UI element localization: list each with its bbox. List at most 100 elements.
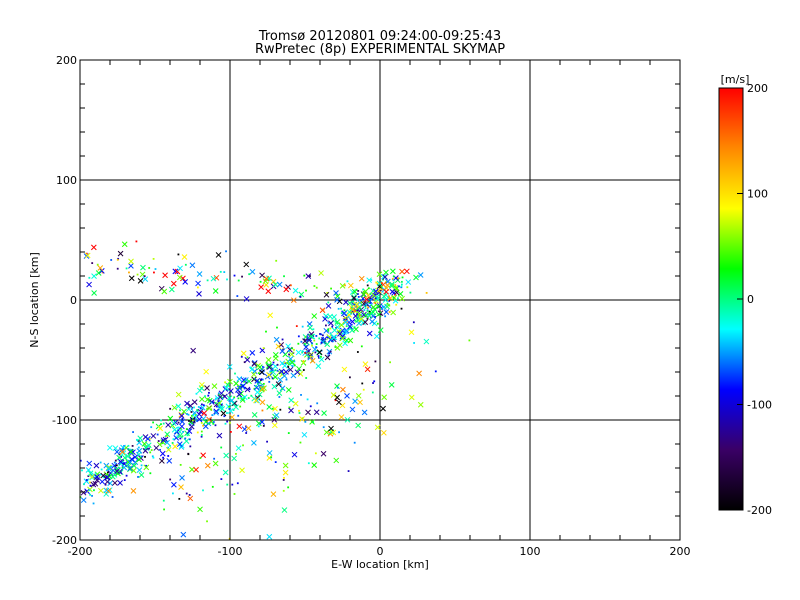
data-point-x — [343, 328, 349, 335]
data-point-dot — [129, 448, 132, 451]
colorbar-ticks: 200 100 0 -100 -200 — [737, 82, 772, 517]
data-point-x — [112, 480, 118, 486]
data-point-dot — [409, 291, 412, 294]
data-point-dot — [327, 328, 330, 331]
data-point-x — [285, 343, 291, 350]
data-point-x — [254, 397, 261, 404]
data-point-dot — [213, 457, 216, 460]
data-point-dot — [287, 432, 290, 434]
data-point-dot — [107, 471, 109, 474]
y-tick-label: 200 — [56, 54, 77, 67]
data-point-dot — [121, 466, 124, 469]
data-point-dot — [237, 397, 240, 400]
data-point-dot — [89, 481, 91, 484]
data-point-x — [363, 312, 369, 319]
data-point-dot — [374, 302, 377, 305]
data-point-x — [203, 368, 210, 375]
data-point-dot — [101, 271, 104, 274]
data-point-dot — [260, 378, 263, 381]
data-point-x — [228, 397, 235, 404]
data-point-dot — [186, 434, 189, 437]
data-point-x — [289, 359, 296, 366]
data-point-x — [223, 452, 230, 459]
data-point-x — [267, 312, 274, 319]
data-point-dot — [395, 303, 398, 306]
data-point-x — [136, 448, 143, 454]
data-point-x — [195, 280, 201, 287]
data-point-x — [377, 327, 384, 333]
data-point-dot — [182, 430, 184, 433]
data-point-x — [220, 410, 227, 417]
data-point-x — [344, 416, 351, 423]
data-point-dot — [246, 356, 249, 359]
data-point-dot — [320, 333, 323, 336]
data-point-x — [349, 406, 356, 413]
data-point-dot — [354, 319, 357, 322]
data-point-dot — [91, 494, 93, 497]
data-point-dot — [370, 279, 373, 281]
data-point-dot — [162, 422, 165, 425]
data-point-x — [153, 445, 160, 451]
data-point-dot — [400, 307, 403, 310]
data-point-dot — [89, 484, 92, 487]
data-point-dot — [212, 401, 214, 404]
data-point-dot — [96, 263, 99, 266]
data-point-dot — [360, 301, 363, 304]
data-point-x — [270, 491, 277, 498]
data-point-x — [251, 412, 258, 418]
data-point-dot — [314, 351, 317, 354]
data-point-dot — [340, 307, 343, 310]
data-point-dot — [143, 275, 146, 278]
data-point-x — [272, 405, 278, 412]
data-point-dot — [137, 476, 139, 478]
data-point-x — [236, 385, 243, 392]
data-point-x — [251, 371, 257, 378]
x-tick-label: 200 — [670, 545, 691, 558]
data-point-dot — [367, 297, 370, 300]
data-point-dot — [137, 446, 140, 449]
data-point-x — [338, 414, 345, 420]
data-point-dot — [326, 336, 329, 339]
data-point-dot — [315, 335, 318, 337]
data-point-x — [259, 385, 266, 392]
data-point-x — [323, 291, 330, 298]
data-point-dot — [412, 321, 415, 324]
data-point-dot — [229, 421, 231, 424]
data-point-dot — [248, 273, 251, 276]
data-point-dot — [239, 405, 242, 408]
data-point-dot — [211, 414, 214, 416]
data-point-dot — [329, 350, 332, 353]
data-point-dot — [196, 409, 199, 411]
data-point-dot — [199, 407, 202, 409]
data-point-dot — [343, 309, 346, 312]
data-point-x — [128, 262, 134, 269]
data-point-x — [160, 439, 166, 446]
data-point-x — [132, 454, 138, 461]
data-point-dot — [376, 282, 379, 285]
data-point-dot — [327, 354, 330, 357]
data-point-dot — [356, 293, 359, 295]
data-point-dot — [116, 258, 119, 261]
data-point-dot — [261, 378, 264, 381]
data-point-x — [171, 481, 177, 488]
data-point-dot — [224, 381, 226, 384]
data-point-dot — [228, 405, 231, 408]
data-point-dot — [208, 391, 210, 394]
colorbar: [m/s] 200 100 0 -100 -200 — [718, 73, 772, 517]
data-point-dot — [306, 398, 309, 401]
data-point-x — [212, 460, 219, 467]
data-point-dot — [148, 438, 151, 440]
data-point-dot — [236, 295, 239, 297]
data-point-x — [337, 342, 343, 349]
data-point-x — [80, 489, 87, 496]
data-point-dot — [388, 304, 391, 307]
data-point-dot — [199, 457, 202, 459]
data-point-x — [107, 444, 113, 451]
data-point-x — [179, 418, 186, 425]
data-point-x — [349, 327, 355, 334]
data-point-dot — [188, 420, 190, 422]
data-point-x — [349, 318, 356, 325]
data-point-x — [333, 457, 340, 464]
data-point-dot — [305, 345, 308, 347]
data-point-dot — [231, 483, 234, 486]
